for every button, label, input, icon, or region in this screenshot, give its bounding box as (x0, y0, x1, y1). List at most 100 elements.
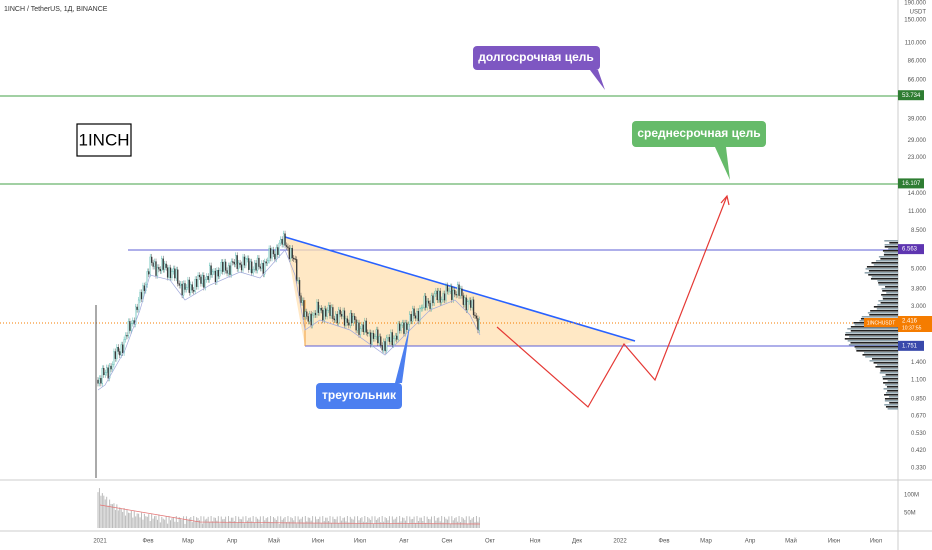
candle-body (191, 284, 193, 291)
volume-bar (341, 520, 343, 528)
candle-body (288, 247, 291, 259)
candle-body (159, 269, 162, 272)
candle-body (417, 311, 420, 322)
candle-body (197, 275, 199, 287)
volume-bar (284, 516, 286, 528)
candle-body (265, 261, 267, 264)
time-label: Июл (870, 539, 883, 545)
candle-body (372, 333, 375, 339)
volume-bar (174, 521, 176, 528)
candle-body (110, 365, 112, 370)
volume-bar (294, 516, 296, 528)
candle-body (419, 308, 421, 322)
volume-bar (288, 521, 290, 528)
candle-body (233, 261, 235, 265)
volume-bar (265, 518, 267, 528)
volume-bar (435, 520, 437, 528)
volume-profile-bar (882, 296, 898, 298)
volume-bar (152, 518, 154, 528)
volume-bar (407, 523, 409, 528)
volume-profile-bar (871, 358, 898, 360)
candle-body (236, 255, 238, 269)
candle-body (108, 365, 111, 379)
volume-profile-bar (885, 384, 898, 386)
volume-bar (477, 521, 479, 528)
candle-body (403, 322, 405, 334)
candle-body (224, 261, 227, 271)
candle-body (390, 332, 392, 342)
candle-body (207, 276, 209, 280)
candle-body (448, 290, 450, 293)
volume-bar (402, 517, 403, 528)
volume-bar (328, 520, 330, 528)
volume-profile-bar (850, 330, 898, 332)
volume-profile-bar (884, 244, 898, 246)
candle-body (427, 300, 430, 304)
volume-profile-bar (884, 394, 898, 396)
candle-body (377, 329, 379, 344)
volume-profile-bar (873, 362, 898, 364)
candle-body (240, 264, 243, 271)
candle-body (98, 378, 101, 384)
volume-bar (156, 519, 158, 528)
price-label: 0.330 (911, 466, 927, 472)
candle-body (469, 300, 472, 308)
candle-body (203, 275, 205, 288)
candle-body (281, 239, 283, 245)
volume-bar (277, 516, 279, 528)
volume-bar (117, 510, 119, 528)
candle-body (239, 262, 241, 265)
volume-bar (168, 516, 170, 528)
candle-body (101, 368, 103, 384)
price-label: 5.000 (911, 267, 927, 273)
candle-body (356, 322, 359, 331)
volume-bar (162, 518, 164, 528)
volume-bar (149, 521, 151, 528)
candle-body (336, 313, 338, 324)
volume-bar (145, 516, 147, 528)
candle-body (277, 247, 279, 255)
volume-bar (268, 521, 270, 528)
time-label: Мар (182, 539, 194, 545)
volume-profile-bar (847, 328, 898, 330)
volume-profile-bar (882, 376, 898, 378)
volume-bar (223, 519, 225, 528)
candle-body (443, 293, 446, 301)
volume-bar (455, 517, 457, 528)
candle-body (249, 261, 251, 270)
volume-profile-bar (884, 398, 898, 400)
candle-body (340, 314, 343, 317)
volume-bar (303, 522, 305, 528)
candle-body (245, 258, 247, 266)
time-label: Июл (354, 539, 367, 545)
logo-box (76, 123, 132, 157)
volume-profile-bar (877, 280, 898, 282)
candle-body (338, 309, 340, 324)
volume-bar (287, 516, 289, 528)
volume-bar (100, 495, 102, 528)
candle-body (120, 344, 122, 356)
candle-body (188, 279, 191, 293)
candle-body (407, 324, 409, 330)
volume-bar (190, 516, 192, 528)
volume-bar (170, 520, 171, 528)
candle-body (162, 258, 164, 270)
volume-bar (275, 519, 277, 528)
candle-body (301, 300, 304, 303)
candle-body (274, 253, 276, 260)
price-label: 190.000 (904, 0, 926, 6)
candle-body (420, 307, 423, 309)
volume-bar (390, 523, 392, 528)
price-label: 0.420 (911, 448, 927, 454)
candle-body (137, 299, 140, 310)
candle-body (139, 292, 141, 301)
moving-average (97, 249, 481, 391)
volume-bar (358, 520, 360, 528)
candle-body (464, 297, 466, 305)
volume-bar (254, 522, 256, 528)
candle-body (330, 307, 333, 316)
candle-body (104, 372, 106, 376)
volume-bar (135, 516, 137, 528)
candle-body (216, 270, 218, 283)
volume-bar (125, 515, 127, 528)
